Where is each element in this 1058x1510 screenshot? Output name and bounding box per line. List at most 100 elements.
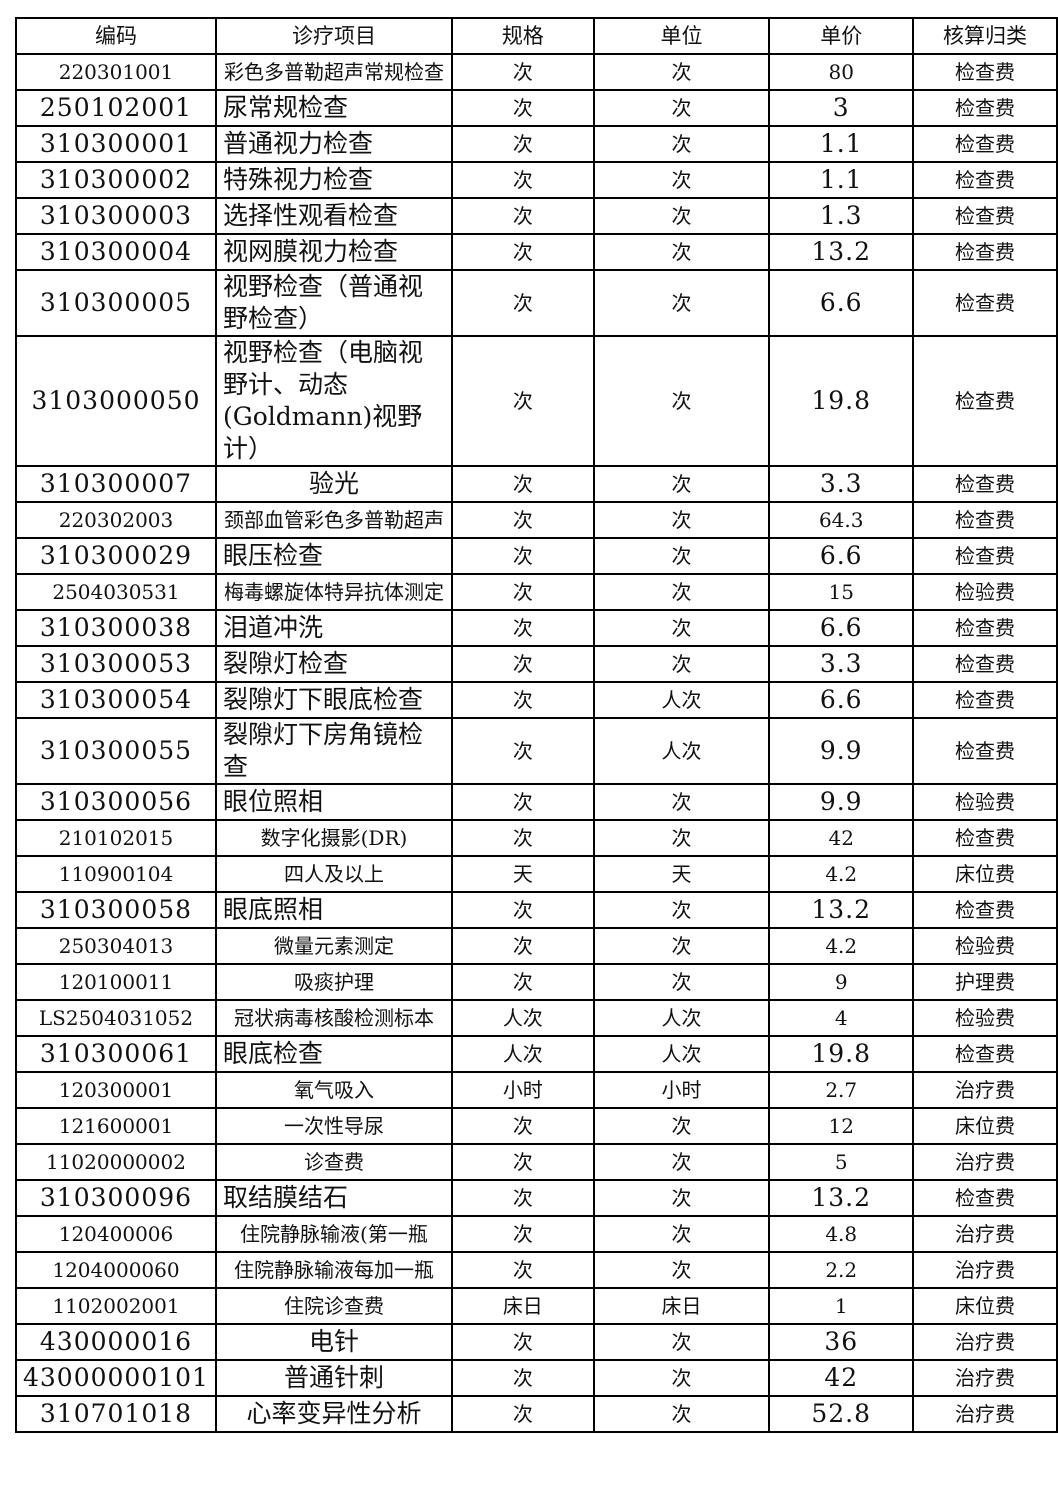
cell-item[interactable]: 视野检查（电脑视野计、动态(Goldmann)视野计） bbox=[214, 335, 453, 467]
cell-price[interactable]: 4.8 bbox=[768, 1215, 915, 1253]
cell-code[interactable]: 220301001 bbox=[15, 53, 217, 91]
cell-spec[interactable]: 次 bbox=[450, 197, 595, 235]
cell-unit[interactable]: 次 bbox=[592, 645, 771, 683]
cell-unit[interactable]: 次 bbox=[592, 1323, 771, 1361]
cell-code[interactable]: 310300007 bbox=[15, 465, 217, 503]
cell-code[interactable]: 310300029 bbox=[15, 537, 217, 575]
cell-spec[interactable]: 次 bbox=[450, 717, 595, 785]
cell-category[interactable]: 床位费 bbox=[912, 1287, 1058, 1325]
cell-spec[interactable]: 次 bbox=[450, 1215, 595, 1253]
cell-price[interactable]: 9.9 bbox=[768, 717, 915, 785]
cell-price[interactable]: 52.8 bbox=[768, 1395, 915, 1433]
cell-price[interactable]: 3.3 bbox=[768, 465, 915, 503]
cell-item[interactable]: 住院诊查费 bbox=[214, 1287, 453, 1325]
cell-category[interactable]: 检查费 bbox=[912, 53, 1058, 91]
cell-item[interactable]: 四人及以上 bbox=[214, 855, 453, 893]
cell-spec[interactable]: 次 bbox=[450, 501, 595, 539]
cell-code[interactable]: 120100011 bbox=[15, 963, 217, 1001]
cell-price[interactable]: 13.2 bbox=[768, 233, 915, 271]
cell-unit[interactable]: 次 bbox=[592, 1179, 771, 1217]
cell-item[interactable]: 泪道冲洗 bbox=[214, 609, 453, 647]
cell-unit[interactable]: 次 bbox=[592, 335, 771, 467]
cell-code[interactable]: 310300001 bbox=[15, 125, 217, 163]
cell-unit[interactable]: 次 bbox=[592, 125, 771, 163]
cell-category[interactable]: 治疗费 bbox=[912, 1323, 1058, 1361]
cell-code[interactable]: 11020000002 bbox=[15, 1143, 217, 1181]
cell-item[interactable]: 住院静脉输液每加一瓶 bbox=[214, 1251, 453, 1289]
cell-item[interactable]: 数字化摄影(DR) bbox=[214, 819, 453, 857]
cell-category[interactable]: 治疗费 bbox=[912, 1251, 1058, 1289]
cell-item[interactable]: 住院静脉输液(第一瓶 bbox=[214, 1215, 453, 1253]
cell-category[interactable]: 治疗费 bbox=[912, 1071, 1058, 1109]
cell-unit[interactable]: 次 bbox=[592, 197, 771, 235]
cell-code[interactable]: 310300056 bbox=[15, 783, 217, 821]
cell-code[interactable]: 310300003 bbox=[15, 197, 217, 235]
cell-spec[interactable]: 次 bbox=[450, 125, 595, 163]
cell-unit[interactable]: 人次 bbox=[592, 1035, 771, 1073]
cell-category[interactable]: 检查费 bbox=[912, 1179, 1058, 1217]
cell-spec[interactable]: 次 bbox=[450, 1179, 595, 1217]
cell-item[interactable]: 视野检查（普通视野检查） bbox=[214, 269, 453, 337]
cell-unit[interactable]: 天 bbox=[592, 855, 771, 893]
cell-category[interactable]: 检查费 bbox=[912, 501, 1058, 539]
cell-category[interactable]: 检查费 bbox=[912, 269, 1058, 337]
cell-unit[interactable]: 次 bbox=[592, 1107, 771, 1145]
cell-code[interactable]: 310701018 bbox=[15, 1395, 217, 1433]
cell-spec[interactable]: 小时 bbox=[450, 1071, 595, 1109]
cell-unit[interactable]: 次 bbox=[592, 1359, 771, 1397]
cell-item[interactable]: 视网膜视力检查 bbox=[214, 233, 453, 271]
cell-code[interactable]: 2504030531 bbox=[15, 573, 217, 611]
cell-code[interactable]: 3103000050 bbox=[15, 335, 217, 467]
cell-spec[interactable]: 次 bbox=[450, 1143, 595, 1181]
cell-spec[interactable]: 次 bbox=[450, 681, 595, 719]
cell-unit[interactable]: 次 bbox=[592, 1395, 771, 1433]
cell-price[interactable]: 4.2 bbox=[768, 855, 915, 893]
cell-spec[interactable]: 次 bbox=[450, 335, 595, 467]
cell-spec[interactable]: 次 bbox=[450, 891, 595, 929]
header-spec[interactable]: 规格 bbox=[450, 17, 595, 55]
cell-spec[interactable]: 次 bbox=[450, 609, 595, 647]
header-category[interactable]: 核算归类 bbox=[912, 17, 1058, 55]
cell-item[interactable]: 一次性导尿 bbox=[214, 1107, 453, 1145]
cell-price[interactable]: 13.2 bbox=[768, 1179, 915, 1217]
cell-item[interactable]: 裂隙灯下房角镜检查 bbox=[214, 717, 453, 785]
cell-unit[interactable]: 次 bbox=[592, 891, 771, 929]
cell-spec[interactable]: 次 bbox=[450, 89, 595, 127]
cell-item[interactable]: 诊查费 bbox=[214, 1143, 453, 1181]
cell-item[interactable]: 颈部血管彩色多普勒超声 bbox=[214, 501, 453, 539]
cell-unit[interactable]: 小时 bbox=[592, 1071, 771, 1109]
cell-item[interactable]: 选择性观看检查 bbox=[214, 197, 453, 235]
cell-price[interactable]: 5 bbox=[768, 1143, 915, 1181]
cell-spec[interactable]: 次 bbox=[450, 1359, 595, 1397]
cell-item[interactable]: 裂隙灯检查 bbox=[214, 645, 453, 683]
cell-item[interactable]: 取结膜结石 bbox=[214, 1179, 453, 1217]
cell-unit[interactable]: 床日 bbox=[592, 1287, 771, 1325]
cell-price[interactable]: 1.1 bbox=[768, 161, 915, 199]
cell-category[interactable]: 检查费 bbox=[912, 681, 1058, 719]
cell-code[interactable]: 310300004 bbox=[15, 233, 217, 271]
cell-price[interactable]: 6.6 bbox=[768, 537, 915, 575]
cell-category[interactable]: 检查费 bbox=[912, 645, 1058, 683]
cell-item[interactable]: 微量元素测定 bbox=[214, 927, 453, 965]
cell-unit[interactable]: 次 bbox=[592, 963, 771, 1001]
cell-spec[interactable]: 次 bbox=[450, 537, 595, 575]
cell-spec[interactable]: 次 bbox=[450, 1251, 595, 1289]
cell-category[interactable]: 检查费 bbox=[912, 161, 1058, 199]
header-price[interactable]: 单价 bbox=[768, 17, 915, 55]
cell-code[interactable]: 310300054 bbox=[15, 681, 217, 719]
cell-code[interactable]: 310300002 bbox=[15, 161, 217, 199]
cell-code[interactable]: 250102001 bbox=[15, 89, 217, 127]
cell-unit[interactable]: 次 bbox=[592, 537, 771, 575]
cell-spec[interactable]: 次 bbox=[450, 269, 595, 337]
cell-spec[interactable]: 天 bbox=[450, 855, 595, 893]
cell-code[interactable]: 120400006 bbox=[15, 1215, 217, 1253]
cell-item[interactable]: 尿常规检查 bbox=[214, 89, 453, 127]
cell-unit[interactable]: 次 bbox=[592, 819, 771, 857]
cell-unit[interactable]: 次 bbox=[592, 783, 771, 821]
cell-price[interactable]: 15 bbox=[768, 573, 915, 611]
cell-spec[interactable]: 次 bbox=[450, 161, 595, 199]
cell-spec[interactable]: 床日 bbox=[450, 1287, 595, 1325]
cell-unit[interactable]: 次 bbox=[592, 233, 771, 271]
cell-spec[interactable]: 人次 bbox=[450, 999, 595, 1037]
cell-spec[interactable]: 次 bbox=[450, 927, 595, 965]
